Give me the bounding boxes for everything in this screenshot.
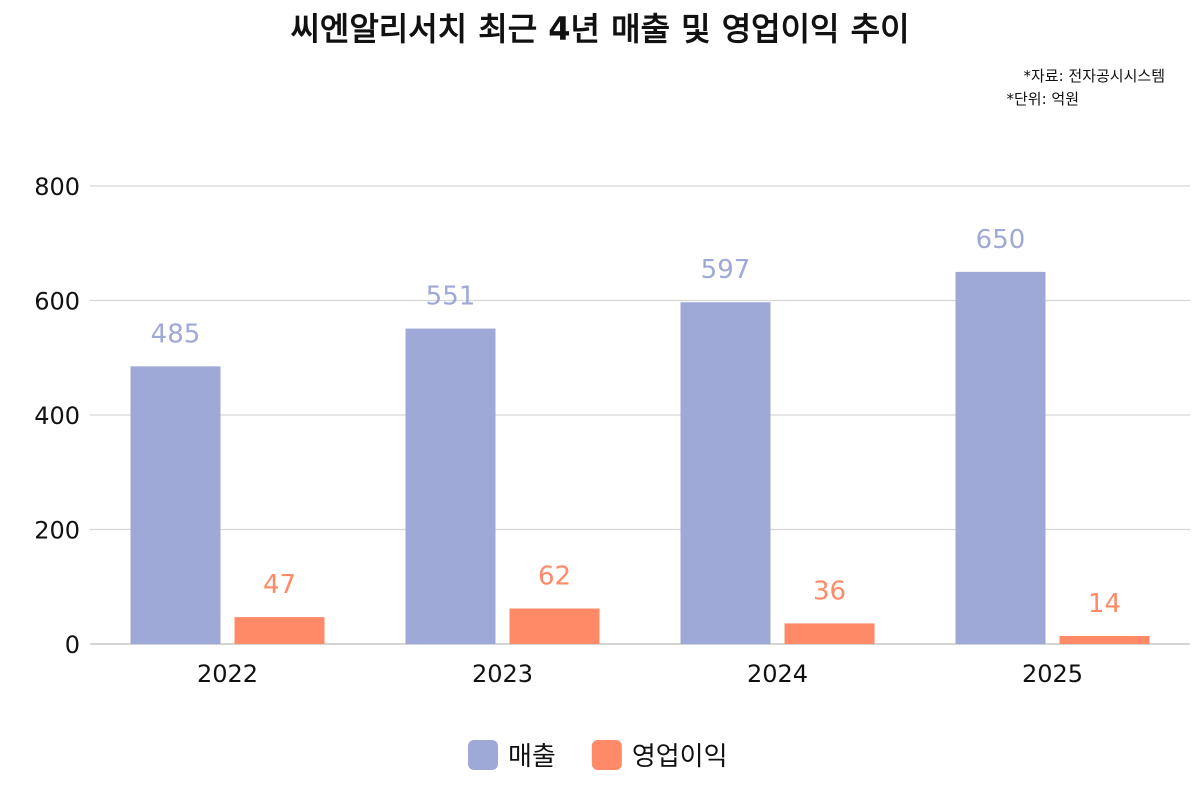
unit-note: *단위: 억원 <box>1006 90 1079 108</box>
bar-operating-profit <box>509 608 600 644</box>
y-tick-label: 600 <box>34 288 80 316</box>
legend-label: 영업이익 <box>632 742 728 772</box>
chart-title: 씨엔알리서치 최근 4년 매출 및 영업이익 추이 <box>290 10 909 48</box>
x-tick-label: 2024 <box>747 660 808 688</box>
source-note: *자료: 전자공시시스템 <box>1023 67 1165 85</box>
data-label: 62 <box>538 562 571 592</box>
y-tick-label: 400 <box>34 402 80 430</box>
y-tick-label: 200 <box>34 517 80 545</box>
data-label: 36 <box>813 576 846 606</box>
y-tick-label: 800 <box>34 173 80 201</box>
x-tick-label: 2022 <box>197 660 258 688</box>
bar-revenue <box>405 328 496 644</box>
x-tick-label: 2025 <box>1022 660 1083 688</box>
data-label: 551 <box>426 282 476 312</box>
legend-swatch <box>591 740 622 770</box>
bar-revenue <box>130 366 221 644</box>
bar-operating-profit <box>234 617 325 644</box>
data-label: 650 <box>976 225 1026 255</box>
data-label: 485 <box>151 319 201 349</box>
x-tick-label: 2023 <box>472 660 533 688</box>
legend-label: 매출 <box>508 742 556 772</box>
data-label: 14 <box>1088 589 1121 619</box>
y-tick-label: 0 <box>65 631 80 659</box>
bar-operating-profit <box>784 623 875 644</box>
bar-operating-profit <box>1059 635 1150 644</box>
legend-swatch <box>468 740 498 770</box>
bar-revenue <box>955 271 1046 644</box>
data-label: 597 <box>701 255 751 285</box>
data-label: 47 <box>263 570 296 600</box>
bar-revenue <box>680 302 771 644</box>
